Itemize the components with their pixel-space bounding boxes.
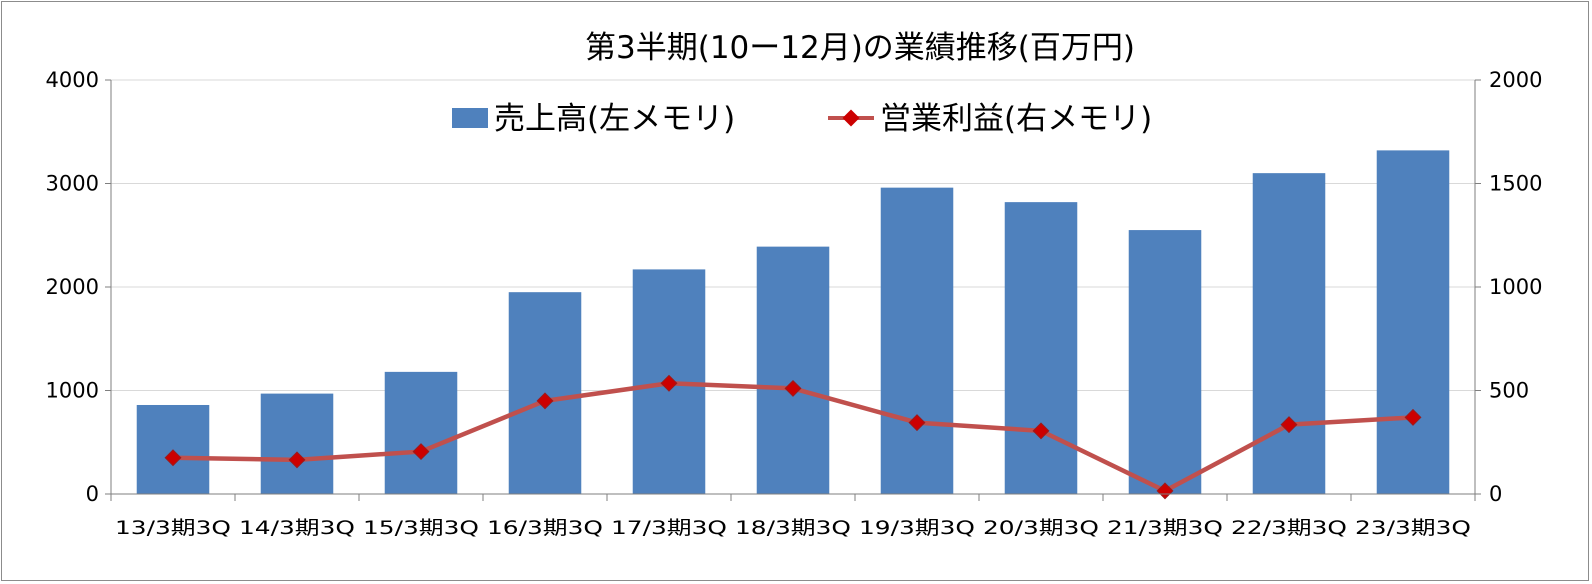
right-tick-label: 500 [1489,379,1529,403]
point-operating-profit [908,414,926,432]
right-tick-label: 1000 [1489,275,1542,299]
x-tick-label: 15/3期3Q [363,517,479,539]
chart-title: 第3半期(10ー12月)の業績推移(百万円) [585,30,1135,66]
x-tick-label: 22/3期3Q [1231,517,1347,539]
left-tick-label: 4000 [46,68,99,92]
left-tick-label: 0 [86,482,99,506]
point-operating-profit [1032,422,1050,440]
point-operating-profit [660,374,678,392]
x-tick-label: 18/3期3Q [735,517,851,539]
bar-sales [384,371,458,494]
bar-sales [1004,202,1078,494]
legend-marker-swatch [842,109,860,127]
point-operating-profit [1280,416,1298,434]
line-series [164,374,1422,500]
point-operating-profit [1156,482,1174,500]
right-tick-label: 0 [1489,482,1502,506]
bars [136,150,1450,494]
bar-sales [756,246,830,494]
x-tick-label: 21/3期3Q [1107,517,1223,539]
bar-sales [1128,230,1202,494]
left-tick-label: 2000 [46,275,99,299]
legend: 売上高(左メモリ) 営業利益(右メモリ) [452,101,1152,137]
point-operating-profit [288,451,306,469]
bar-sales [1252,173,1326,494]
point-operating-profit [164,449,182,467]
x-tick-label: 19/3期3Q [859,517,975,539]
left-tick-label: 1000 [46,379,99,403]
legend-sales-label: 売上高(左メモリ) [494,101,735,137]
right-tick-label: 2000 [1489,68,1542,92]
left-axis-ticks: 0 1000 2000 3000 4000 [46,68,111,506]
right-tick-label: 1500 [1489,172,1542,196]
right-axis-ticks: 0 500 1000 1500 2000 [1475,68,1542,506]
x-axis-ticks: 13/3期3Q 14/3期3Q 15/3期3Q 16/3期3Q 17/3期3Q 18/3期… [115,517,1471,539]
bar-sales [1376,150,1450,494]
x-tick-label: 23/3期3Q [1355,517,1471,539]
x-tick-label: 16/3期3Q [487,517,603,539]
point-operating-profit [784,379,802,397]
x-tick-label: 13/3期3Q [115,517,231,539]
legend-bar-swatch [452,108,488,128]
bar-sales [260,393,334,494]
legend-profit-label: 営業利益(右メモリ) [880,101,1152,137]
left-tick-label: 3000 [46,172,99,196]
x-tick-label: 20/3期3Q [983,517,1099,539]
point-operating-profit [1404,408,1422,426]
point-operating-profit [536,392,554,410]
x-tick-label: 17/3期3Q [611,517,727,539]
x-tick-label: 14/3期3Q [239,517,355,539]
point-operating-profit [412,443,430,461]
bar-sales [880,187,954,494]
